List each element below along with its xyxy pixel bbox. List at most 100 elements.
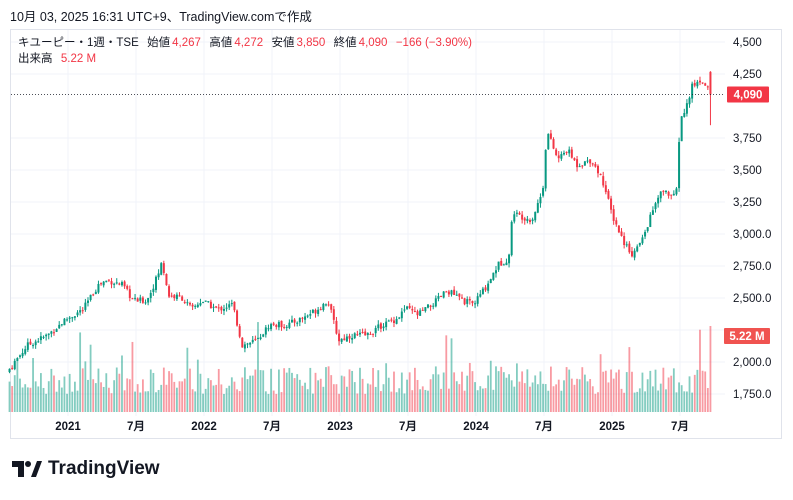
- volume-bar: [445, 335, 448, 412]
- candle-body: [698, 80, 701, 83]
- candle-body: [47, 333, 50, 335]
- candle-body: [186, 302, 189, 304]
- candle-body: [638, 242, 641, 246]
- candle-body: [664, 190, 667, 193]
- candle-body: [458, 293, 461, 297]
- candle-body: [89, 294, 92, 300]
- volume-bar: [437, 374, 440, 412]
- volume-bar: [699, 329, 701, 412]
- candle-body: [270, 324, 273, 330]
- volume-bar: [380, 391, 382, 412]
- volume-bar: [53, 375, 55, 412]
- brand-name: TradingView: [48, 458, 160, 479]
- volume-bar: [636, 391, 639, 412]
- volume-bar: [513, 386, 516, 412]
- volume-bar: [267, 393, 270, 412]
- volume-bar: [403, 393, 406, 412]
- volume-bar: [244, 367, 246, 412]
- volume-bar: [147, 391, 150, 412]
- volume-bar: [691, 392, 694, 412]
- y-tick-label: 2,000.0: [733, 357, 771, 369]
- candle-body: [544, 149, 547, 189]
- candle-body: [42, 336, 45, 338]
- candle-body: [251, 339, 254, 343]
- candle-body: [539, 197, 542, 204]
- volume-bar: [332, 384, 335, 412]
- volume-bar: [165, 384, 168, 412]
- volume-bar: [34, 381, 37, 412]
- volume-bar: [110, 393, 113, 412]
- candle-body: [183, 301, 186, 303]
- candle-body: [298, 317, 301, 323]
- candle-body: [324, 304, 327, 306]
- candle-body: [453, 289, 456, 295]
- candle-body: [105, 280, 108, 283]
- volume-bar: [709, 326, 712, 412]
- candle-body: [351, 337, 354, 340]
- volume-bar: [542, 383, 544, 412]
- volume-bar: [547, 390, 550, 412]
- volume-bar: [521, 371, 524, 412]
- candle-body: [225, 307, 228, 309]
- candle-body: [612, 209, 615, 221]
- volume-bar: [196, 359, 199, 412]
- volume-bar: [121, 355, 123, 412]
- volume-bar: [142, 379, 144, 412]
- last-price-label: 4,090: [734, 89, 763, 101]
- volume-bar: [275, 393, 278, 412]
- candle-body: [86, 300, 89, 303]
- volume-bar: [301, 385, 304, 412]
- candle-body: [379, 323, 382, 329]
- volume-bar: [516, 363, 518, 412]
- volume-bar: [374, 386, 377, 412]
- candle-body: [246, 343, 249, 345]
- candle-body: [688, 97, 691, 105]
- candle-body: [243, 344, 246, 349]
- volume-bar: [625, 372, 628, 412]
- volume-bar: [319, 378, 322, 412]
- candle-body: [283, 326, 286, 328]
- volume-bar: [351, 370, 354, 412]
- volume-bar: [393, 371, 395, 412]
- candle-body: [319, 309, 322, 311]
- candle-body: [646, 227, 649, 232]
- volume-bar: [168, 371, 170, 412]
- tradingview-logo[interactable]: TradingView: [12, 458, 160, 480]
- volume-bar: [461, 371, 463, 412]
- candle-body: [123, 281, 126, 287]
- ohlc-legend: キユーピー・1週・TSE 始値 4,267 高値 4,272 安値 3,850 終値 4…: [18, 35, 474, 67]
- volume-bar: [466, 375, 469, 412]
- candle-body: [560, 154, 563, 159]
- candle-body: [128, 289, 131, 298]
- volume-bar: [45, 393, 48, 412]
- candle-body: [175, 294, 178, 300]
- candle-body: [670, 194, 673, 196]
- volume-bar: [162, 367, 165, 412]
- volume-bar: [246, 379, 249, 412]
- volume-bar: [223, 393, 225, 412]
- candle-body: [576, 159, 579, 168]
- y-tick-label: 2,750.0: [733, 261, 771, 273]
- symbol-label[interactable]: キユーピー・1週・TSE: [18, 37, 139, 49]
- volume-bar: [40, 373, 42, 412]
- volume-bar: [338, 393, 340, 412]
- volume-bar: [359, 367, 361, 412]
- x-tick-label: 7月: [127, 420, 145, 433]
- candle-body: [236, 310, 239, 326]
- volume-bar: [249, 375, 252, 412]
- candle-body: [338, 333, 341, 342]
- volume-bar: [424, 389, 427, 412]
- candle-body: [596, 165, 599, 174]
- candle-body: [162, 263, 165, 273]
- volume-bar: [387, 377, 390, 412]
- candle-body: [306, 315, 309, 317]
- candle-body: [296, 322, 299, 324]
- volume-bar: [288, 367, 291, 412]
- volume-bar: [390, 391, 393, 412]
- y-tick-label: 3,000.0: [733, 229, 771, 241]
- candle-body: [382, 326, 385, 329]
- volume-bar: [348, 369, 351, 412]
- candle-body: [215, 306, 218, 308]
- volume-bar: [105, 373, 108, 412]
